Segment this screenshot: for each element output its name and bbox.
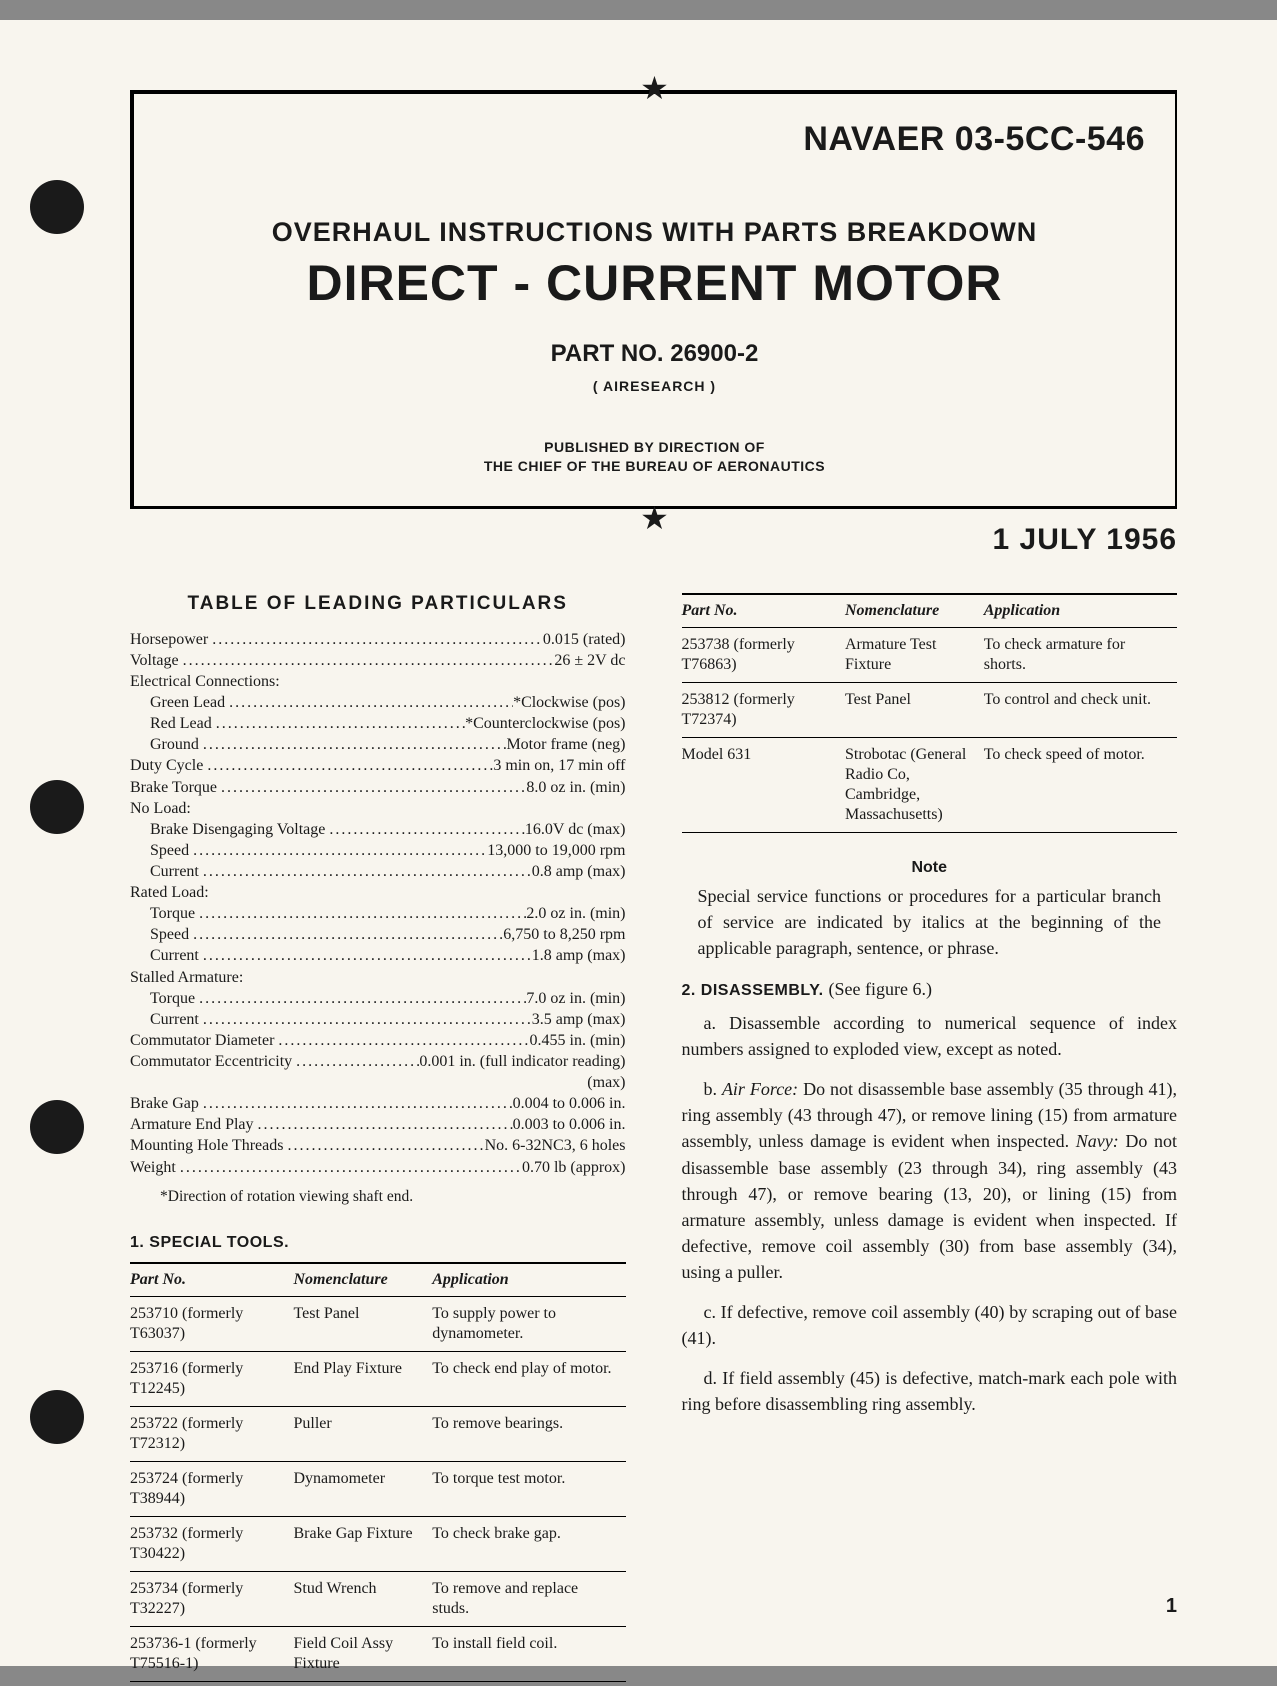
page: ★ ★ NAVAER 03-5CC-546 OVERHAUL INSTRUCTI…	[0, 20, 1277, 1666]
document-id: NAVAER 03-5CC-546	[164, 120, 1145, 159]
particular-row: Commutator Eccentricity 0.001 in. (full …	[130, 1051, 626, 1072]
table-row: 253722 (formerly T72312)PullerTo remove …	[130, 1406, 626, 1461]
particulars-heading: TABLE OF LEADING PARTICULARS	[130, 593, 626, 615]
th-nomenclature: Nomenclature	[294, 1263, 433, 1297]
particular-row: Ground Motor frame (neg)	[130, 734, 626, 755]
particular-row: No Load:	[130, 798, 626, 819]
table-row: 253732 (formerly T30422)Brake Gap Fixtur…	[130, 1516, 626, 1571]
note-heading: Note	[682, 859, 1178, 877]
particular-row: Current 1.8 amp (max)	[130, 945, 626, 966]
particular-row: Mounting Hole Threads No. 6-32NC3, 6 hol…	[130, 1135, 626, 1156]
columns: TABLE OF LEADING PARTICULARS Horsepower …	[130, 593, 1177, 1682]
particular-row: Torque 7.0 oz in. (min)	[130, 988, 626, 1009]
part-number: PART NO. 26900-2	[164, 340, 1145, 368]
particular-row: Speed 13,000 to 19,000 rpm	[130, 840, 626, 861]
hole-punch	[30, 780, 84, 834]
particular-row: Horsepower 0.015 (rated)	[130, 629, 626, 650]
th-part-no: Part No.	[682, 594, 846, 628]
th-part-no: Part No.	[130, 1263, 294, 1297]
special-tools-heading: 1. SPECIAL TOOLS.	[130, 1234, 626, 1252]
particular-row: Stalled Armature:	[130, 967, 626, 988]
particular-row: Weight 0.70 lb (approx)	[130, 1157, 626, 1178]
particular-row: Brake Disengaging Voltage 16.0V dc (max)	[130, 819, 626, 840]
particular-row: Green Lead *Clockwise (pos)	[130, 692, 626, 713]
para-c: c. If defective, remove coil assembly (4…	[682, 1299, 1178, 1351]
particular-row: Armature End Play 0.003 to 0.006 in.	[130, 1114, 626, 1135]
publisher-line-1: PUBLISHED BY DIRECTION OF	[544, 439, 765, 455]
title-frame: ★ ★ NAVAER 03-5CC-546 OVERHAUL INSTRUCTI…	[130, 90, 1177, 509]
publisher-line: PUBLISHED BY DIRECTION OF THE CHIEF OF T…	[164, 438, 1145, 476]
table-row: 253734 (formerly T32227)Stud WrenchTo re…	[130, 1571, 626, 1626]
th-application: Application	[984, 594, 1177, 628]
page-number: 1	[1166, 1595, 1177, 1618]
tools-table-left: Part No. Nomenclature Application 253710…	[130, 1262, 626, 1682]
particular-row: Current 3.5 amp (max)	[130, 1009, 626, 1030]
particular-row: Brake Gap 0.004 to 0.006 in.	[130, 1093, 626, 1114]
tools-table-right: Part No. Nomenclature Application 253738…	[682, 593, 1178, 833]
main-title: DIRECT - CURRENT MOTOR	[164, 254, 1145, 312]
particular-row: Voltage 26 ± 2V dc	[130, 650, 626, 671]
right-column: Part No. Nomenclature Application 253738…	[682, 593, 1178, 1682]
particular-row: Rated Load:	[130, 882, 626, 903]
particular-row: Brake Torque 8.0 oz in. (min)	[130, 777, 626, 798]
particular-row: Commutator Diameter 0.455 in. (min)	[130, 1030, 626, 1051]
particular-row: Red Lead *Counterclockwise (pos)	[130, 713, 626, 734]
table-row: 253710 (formerly T63037)Test PanelTo sup…	[130, 1296, 626, 1351]
table-row: 253724 (formerly T38944)DynamometerTo to…	[130, 1461, 626, 1516]
particulars-list: Horsepower 0.015 (rated)Voltage 26 ± 2V …	[130, 629, 626, 1178]
particular-row: Current 0.8 amp (max)	[130, 861, 626, 882]
particular-row: Duty Cycle 3 min on, 17 min off	[130, 755, 626, 776]
particular-row: Speed 6,750 to 8,250 rpm	[130, 924, 626, 945]
para-b: b. Air Force: Do not disassemble base as…	[682, 1076, 1178, 1285]
hole-punch	[30, 180, 84, 234]
particular-row: Torque 2.0 oz in. (min)	[130, 903, 626, 924]
table-row: 253716 (formerly T12245)End Play Fixture…	[130, 1351, 626, 1406]
table-row: 253812 (formerly T72374)Test PanelTo con…	[682, 682, 1178, 737]
th-nomenclature: Nomenclature	[845, 594, 984, 628]
publisher-line-2: THE CHIEF OF THE BUREAU OF AERONAUTICS	[484, 458, 825, 474]
table-row: 253738 (formerly T76863)Armature Test Fi…	[682, 627, 1178, 682]
disassembly-heading: 2. DISASSEMBLY. (See figure 6.)	[682, 979, 1178, 1000]
hole-punch	[30, 1100, 84, 1154]
subtitle: OVERHAUL INSTRUCTIONS WITH PARTS BREAKDO…	[164, 217, 1145, 248]
th-application: Application	[432, 1263, 625, 1297]
hole-punch	[30, 1390, 84, 1444]
note-text: Special service functions or procedures …	[682, 883, 1178, 961]
particular-row: Electrical Connections:	[130, 671, 626, 692]
manufacturer: ( AIRESEARCH )	[164, 378, 1145, 394]
table-row: 253736-1 (formerly T75516-1)Field Coil A…	[130, 1626, 626, 1681]
para-a: a. Disassemble according to numerical se…	[682, 1010, 1178, 1062]
left-column: TABLE OF LEADING PARTICULARS Horsepower …	[130, 593, 626, 1682]
particulars-footnote: *Direction of rotation viewing shaft end…	[130, 1188, 626, 1206]
table-row: Model 631Strobotac (General Radio Co, Ca…	[682, 737, 1178, 832]
para-d: d. If field assembly (45) is defective, …	[682, 1365, 1178, 1417]
particular-row: (max)	[130, 1072, 626, 1093]
